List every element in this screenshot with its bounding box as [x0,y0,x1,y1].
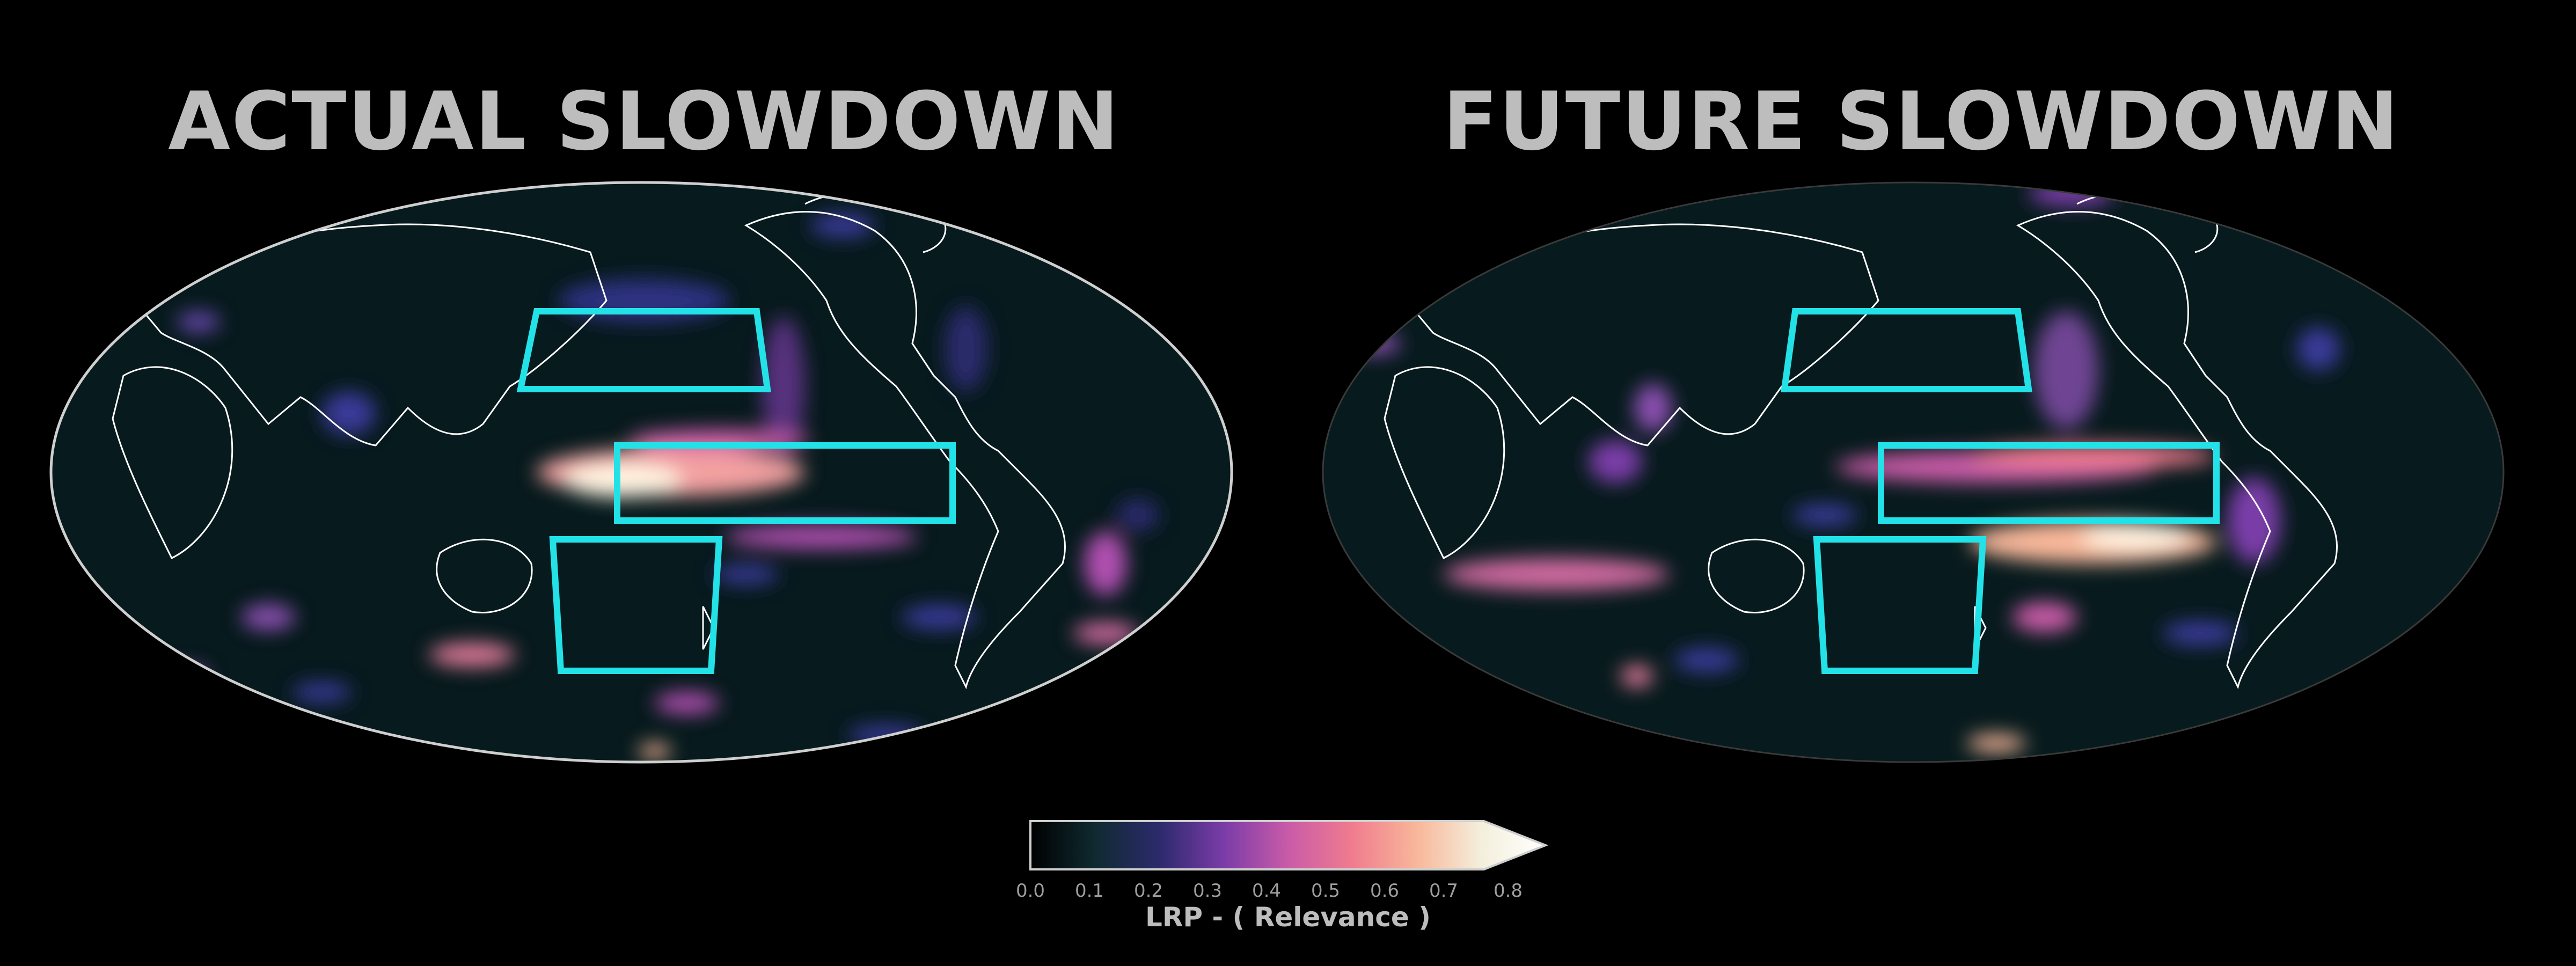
panel-title-actual: ACTUAL SLOWDOWN [168,75,1120,169]
region-box-tropical-pacific [614,442,956,524]
region-box-south-pacific [549,536,723,674]
colorbar-tick: 0.7 [1429,880,1459,902]
colorbar-tick: 0.6 [1370,880,1400,902]
region-box-north-pacific [1781,308,2032,392]
colorbar-tick: 0.4 [1252,880,1282,902]
colorbar-ticks: 0.0 0.1 0.2 0.3 0.4 0.5 0.6 0.7 0.8 [1014,880,1523,907]
colorbar-tick: 0.8 [1493,880,1523,902]
colorbar-tick: 0.1 [1074,880,1104,902]
colorbar [1029,820,1549,870]
colorbar-tick: 0.3 [1192,880,1223,902]
colorbar-gradient [1029,820,1549,870]
region-box-north-pacific [516,308,771,392]
region-boxes-actual [516,308,956,674]
panel-title-future: FUTURE SLOWDOWN [1443,75,2400,169]
colorbar-tick: 0.5 [1311,880,1341,902]
globe-outline-actual [49,181,1233,764]
map-actual [49,181,1233,764]
region-box-tropical-pacific [1878,442,2220,524]
colorbar-label: LRP - ( Relevance ) [1145,902,1431,933]
map-future [1322,181,2505,763]
colorbar-tick: 0.0 [1015,880,1045,902]
region-boxes-future [1781,308,2220,674]
colorbar-tick: 0.2 [1133,880,1163,902]
relevance-field-future [1347,182,2340,752]
region-box-south-pacific [1813,536,1987,674]
globe-outline-future [1322,181,2505,763]
